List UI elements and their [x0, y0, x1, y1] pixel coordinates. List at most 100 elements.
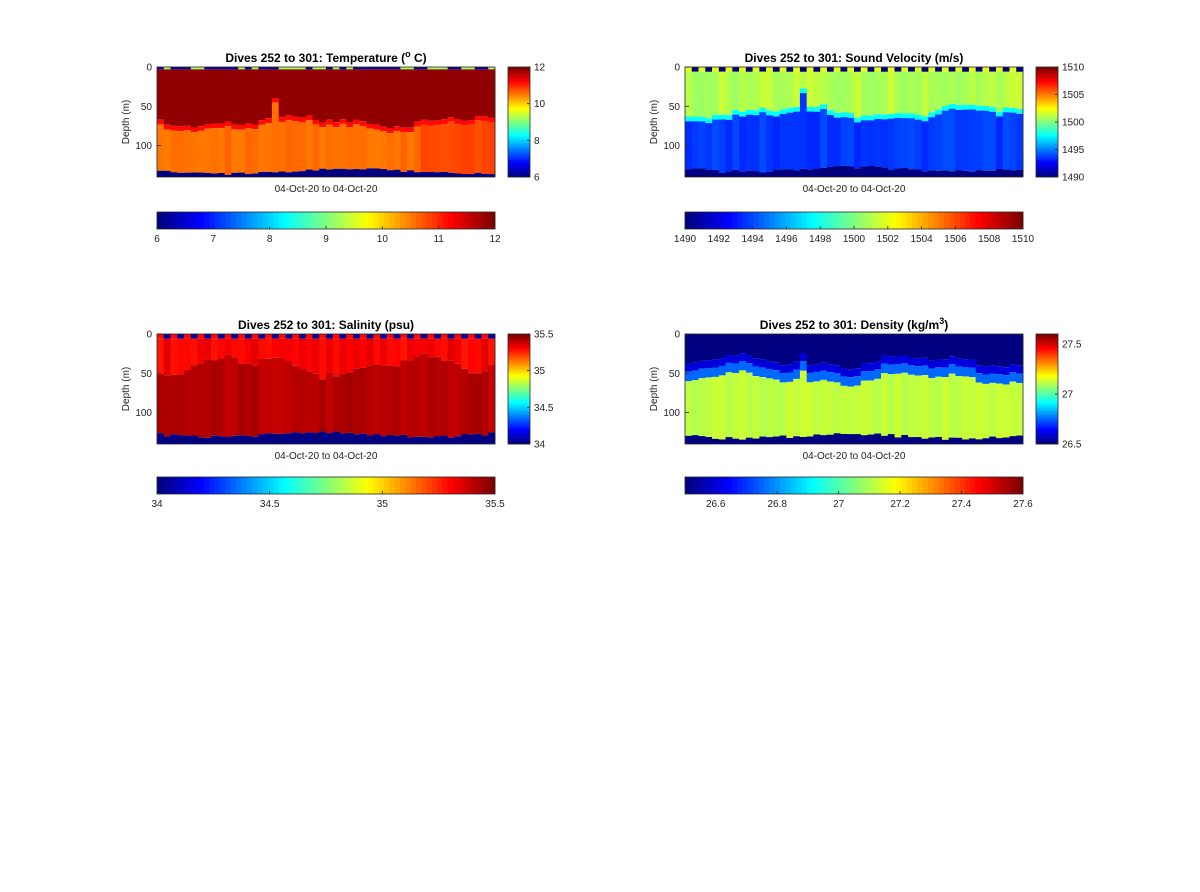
colorbar-swatch	[1036, 67, 1058, 70]
heatmap-cell	[184, 67, 192, 70]
colorbar-swatch	[986, 212, 992, 229]
heatmap-cell	[718, 375, 726, 440]
heatmap-cell	[867, 334, 875, 364]
colorbar-swatch	[436, 477, 443, 494]
heatmap-cell	[278, 338, 286, 358]
heatmap-cell	[197, 126, 205, 131]
colorbar-swatch	[289, 477, 295, 494]
colorbar-swatch	[721, 477, 728, 494]
heatmap-cell	[380, 436, 388, 444]
heatmap-cell	[989, 334, 997, 366]
colorbar-swatch	[204, 212, 211, 229]
colorbar-frame	[156, 476, 496, 495]
heatmap-cell	[461, 120, 469, 126]
heatmap-cell	[177, 69, 185, 127]
heatmap-cell	[413, 356, 422, 437]
heatmap-cell	[339, 119, 347, 124]
colorbar-swatch	[1036, 101, 1058, 104]
heatmap-cell	[434, 356, 442, 437]
colorbar-tick-label: 27.2	[890, 499, 910, 510]
heatmap-cell	[739, 171, 747, 177]
colorbar-swatch	[1036, 442, 1058, 445]
colorbar-swatch	[743, 477, 749, 494]
heatmap-cell	[488, 117, 496, 123]
colorbar-tick-label: 1490	[1062, 173, 1085, 184]
heatmap-cell	[386, 338, 394, 366]
heatmap-cell	[712, 114, 720, 120]
heatmap-cell	[204, 69, 212, 124]
heatmap-cell	[962, 109, 970, 171]
heatmap-cell	[447, 172, 455, 177]
heatmap-cell	[881, 167, 889, 177]
colorbar-swatch	[508, 137, 530, 140]
heatmap-cell	[454, 69, 462, 120]
heatmap-cell	[826, 434, 835, 444]
heatmap-cell	[244, 128, 253, 175]
colorbar-swatch	[341, 212, 348, 229]
colorbar-swatch	[426, 212, 432, 229]
heatmap-cell	[271, 334, 280, 339]
heatmap-cell	[170, 374, 178, 435]
heatmap-cell	[813, 107, 821, 112]
colorbar-swatch	[1036, 171, 1058, 174]
heatmap-cell	[400, 67, 408, 70]
colorbar-frame	[507, 333, 531, 445]
heatmap-cell	[928, 71, 936, 113]
heatmap-cell	[799, 67, 808, 74]
colorbar-swatch	[1036, 397, 1058, 400]
colorbar-swatch	[326, 477, 332, 494]
heatmap-cell	[244, 435, 253, 444]
colorbar-swatch	[716, 477, 723, 494]
heatmap-cell	[935, 71, 943, 110]
heatmap-cell	[982, 105, 990, 111]
colorbar-swatch	[1036, 376, 1058, 379]
heatmap-cell	[353, 368, 361, 435]
colorbar-swatch	[508, 128, 530, 131]
colorbar-swatch	[1036, 142, 1058, 145]
colorbar-swatch	[415, 212, 422, 229]
heatmap-cell	[454, 436, 462, 444]
colorbar-swatch	[790, 212, 797, 229]
colorbar-swatch	[508, 382, 530, 385]
heatmap-cell	[894, 334, 902, 357]
heatmap-cell	[447, 334, 455, 339]
heatmap-cell	[752, 366, 760, 377]
heatmap-cell	[461, 67, 469, 70]
heatmap-cell	[691, 334, 699, 363]
heatmap-cell	[833, 165, 841, 177]
colorbar-swatch	[1036, 344, 1058, 347]
heatmap-cell	[921, 375, 929, 439]
heatmap-cell	[962, 334, 970, 360]
heatmap-cell	[901, 168, 909, 177]
heatmap-cell	[393, 334, 401, 339]
colorbar-swatch	[508, 73, 530, 76]
heatmap-cell	[908, 374, 916, 438]
heatmap-cell	[427, 125, 435, 173]
heatmap-cell	[820, 362, 828, 371]
heatmap-cell	[982, 110, 990, 171]
heatmap-cell	[772, 334, 781, 363]
colorbar-swatch	[1036, 108, 1058, 111]
heatmap-cell	[685, 363, 693, 372]
heatmap-cell	[440, 334, 449, 339]
colorbar-swatch	[843, 212, 850, 229]
heatmap-cell	[251, 129, 259, 174]
colorbar-swatch	[1036, 416, 1058, 419]
heatmap-cell	[914, 71, 922, 115]
heatmap-cell	[840, 385, 848, 435]
heatmap-cell	[217, 128, 225, 173]
colorbar-swatch	[906, 477, 913, 494]
colorbar-swatch	[508, 383, 530, 386]
heatmap-cell	[407, 127, 415, 133]
heatmap-cell	[332, 338, 340, 377]
colorbar-swatch	[508, 127, 530, 130]
heatmap-cell	[339, 69, 347, 120]
heatmap-cell	[914, 358, 922, 367]
colorbar-swatch	[508, 402, 530, 405]
heatmap-cell	[840, 434, 848, 444]
colorbar-swatch	[906, 212, 913, 229]
heatmap-cell	[901, 71, 909, 114]
heatmap-cell	[413, 338, 422, 357]
heatmap-cell	[989, 107, 997, 112]
heatmap-cell	[826, 110, 835, 115]
